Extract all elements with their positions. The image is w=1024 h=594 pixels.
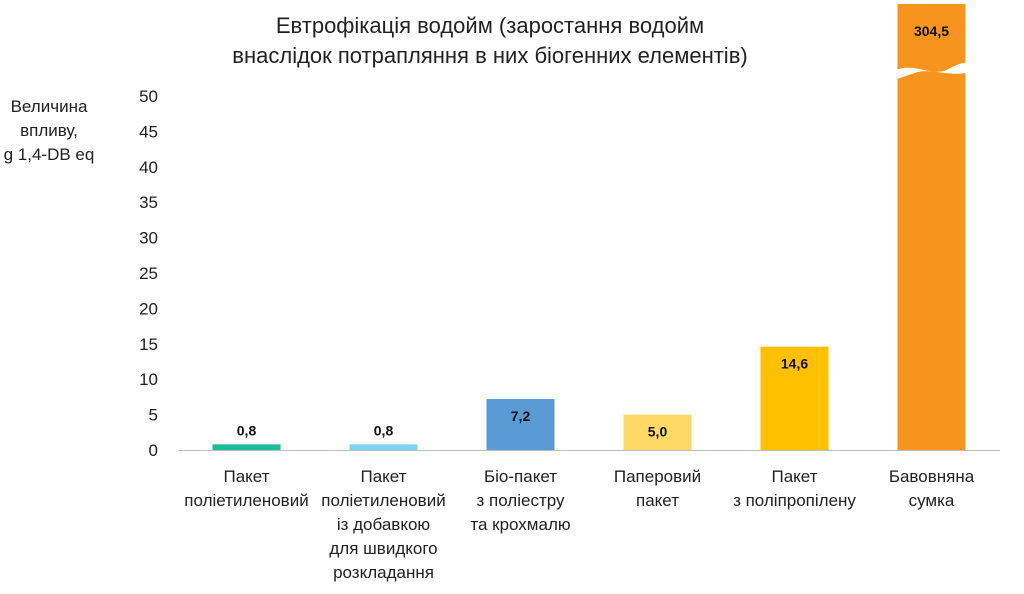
y-tick-label: 20 — [139, 299, 158, 318]
y-axis-label: Величина впливу, g 1,4-DB eq — [4, 97, 95, 164]
bar-2 — [349, 444, 418, 450]
y-tick-label: 35 — [139, 193, 158, 212]
category-label-1: Пакет поліетиленовий — [184, 467, 308, 510]
y-tick-label: 40 — [139, 158, 158, 177]
category-label-line: поліетиленовий — [184, 491, 308, 510]
category-label-line: Пакет — [772, 467, 818, 486]
category-label-6: Бавовняна сумка — [889, 467, 975, 510]
category-label-5: Пакет з поліпропілену — [733, 467, 856, 510]
category-label-line: поліетиленовий — [321, 491, 445, 510]
bar-6 — [897, 4, 966, 450]
y-tick-label: 30 — [139, 229, 158, 248]
y-tick-label: 50 — [139, 87, 158, 106]
category-label-line: з поліестру — [476, 491, 565, 510]
category-label-line: Біо-пакет — [484, 467, 557, 486]
axis-break-mark — [893, 62, 970, 80]
y-axis-ticks: 0 5 10 15 20 25 30 35 40 45 50 — [139, 87, 158, 460]
category-label-4: Паперовий пакет — [614, 467, 701, 510]
y-tick-label: 45 — [139, 122, 158, 141]
data-labels: 0,8 0,8 7,2 5,0 14,6 304,5 — [237, 23, 949, 440]
category-label-line: та крохмалю — [470, 515, 570, 534]
category-label-line: для швидкого — [329, 539, 437, 558]
y-axis-label-line: g 1,4-DB eq — [4, 145, 95, 164]
y-axis-label-line: Величина — [11, 97, 88, 116]
category-label-2: Пакет поліетиленовий із добавкою для швидко… — [321, 467, 445, 582]
data-label-1: 0,8 — [237, 422, 257, 438]
y-tick-label: 10 — [139, 370, 158, 389]
bar-1 — [212, 444, 281, 450]
category-label-line: розкладання — [333, 563, 434, 582]
category-label-line: пакет — [636, 491, 679, 510]
y-tick-label: 0 — [149, 441, 158, 460]
data-label-2: 0,8 — [374, 422, 394, 438]
data-label-5: 14,6 — [781, 356, 808, 372]
category-label-line: із добавкою — [337, 515, 431, 534]
y-tick-label: 15 — [139, 335, 158, 354]
category-label-line: сумка — [909, 491, 955, 510]
bar-3 — [486, 399, 555, 450]
bar-4 — [623, 414, 692, 450]
chart-title-line: внаслідок потрапляння в них біогенних ел… — [232, 43, 747, 68]
chart-title: Евтрофікація водойм (заростання водойм вн… — [232, 13, 747, 68]
bars — [212, 4, 970, 450]
data-label-4: 5,0 — [648, 424, 668, 440]
chart-title-line: Евтрофікація водойм (заростання водойм — [276, 13, 704, 38]
category-label-line: з поліпропілену — [733, 491, 856, 510]
y-axis-label-line: впливу, — [20, 121, 78, 140]
y-tick-label: 5 — [149, 406, 158, 425]
y-tick-label: 25 — [139, 264, 158, 283]
category-label-line: Бавовняна — [889, 467, 975, 486]
x-axis-categories: Пакет поліетиленовий Пакет поліетиленовий із… — [184, 467, 974, 582]
data-label-3: 7,2 — [511, 408, 531, 424]
data-label-6: 304,5 — [914, 23, 949, 39]
bar-5 — [760, 346, 829, 450]
category-label-3: Біо-пакет з поліестру та крохмалю — [470, 467, 570, 534]
category-label-line: Пакет — [361, 467, 407, 486]
category-label-line: Паперовий — [614, 467, 701, 486]
category-label-line: Пакет — [224, 467, 270, 486]
